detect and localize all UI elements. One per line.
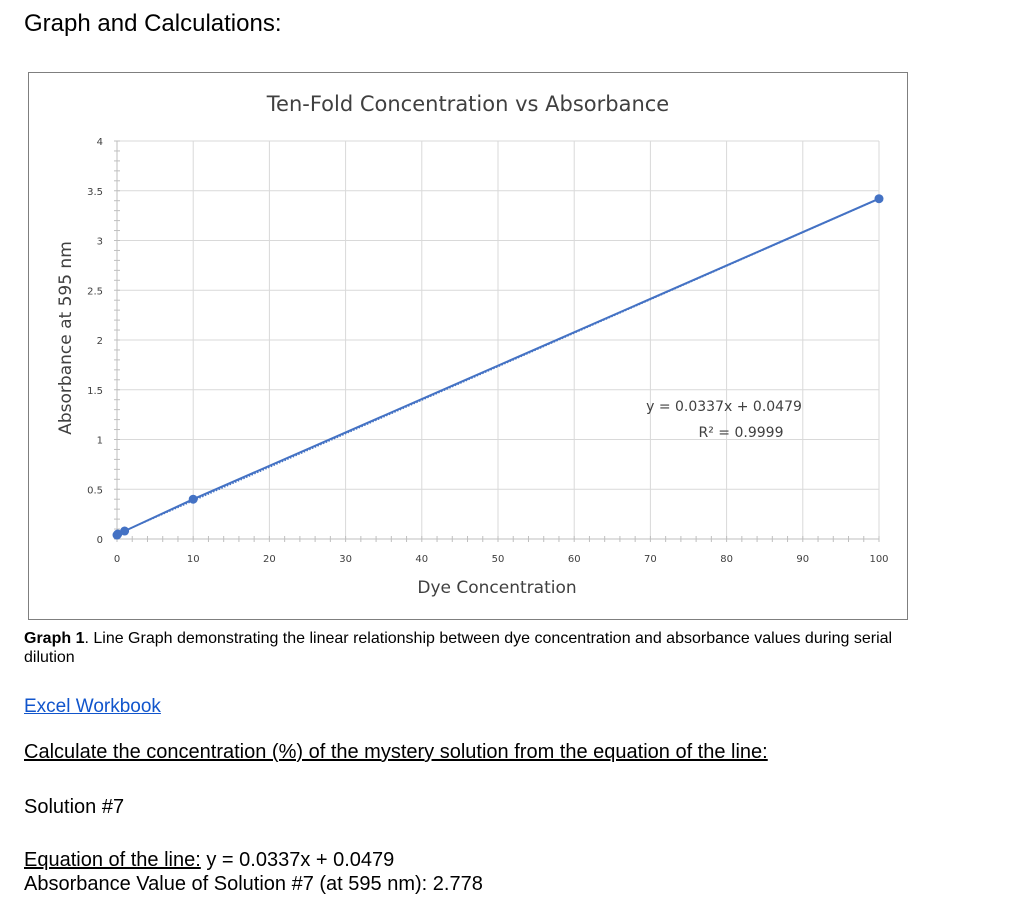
y-tick-label: 3.5 <box>87 187 103 198</box>
absorbance-value: Absorbance Value of Solution #7 (at 595 … <box>24 873 483 895</box>
calculation-question: Calculate the concentration (%) of the m… <box>24 741 768 763</box>
caption-label: Graph 1 <box>24 630 85 647</box>
x-tick-label: 40 <box>415 554 428 565</box>
trendline-equation: y = 0.0337x + 0.0479 <box>646 399 802 415</box>
trendline <box>116 198 880 535</box>
x-tick-label: 30 <box>339 554 352 565</box>
x-tick-label: 50 <box>492 554 505 565</box>
y-tick-label: 1.5 <box>87 386 103 397</box>
chart-title: Ten-Fold Concentration vs Absorbance <box>266 92 669 116</box>
equation-label: Equation of the line: <box>24 849 201 871</box>
y-tick-label: 0.5 <box>87 485 103 496</box>
y-tick-label: 1 <box>97 436 103 447</box>
data-point <box>188 494 198 504</box>
x-axis-title: Dye Concentration <box>417 578 576 598</box>
x-tick-label: 60 <box>568 554 581 565</box>
x-tick-label: 90 <box>796 554 809 565</box>
chart-container: 0 10 20 30 40 50 60 70 80 90 100 0 0.5 1 1.5 2 2.5 3 3.5 4 … <box>28 72 908 620</box>
x-tick-label: 80 <box>720 554 733 565</box>
graph-caption: Graph 1. Line Graph demonstrating the li… <box>24 629 924 667</box>
y-tick-label: 2.5 <box>87 286 103 297</box>
data-point <box>874 194 884 204</box>
section-heading: Graph and Calculations: <box>24 10 282 37</box>
y-tick-label: 0 <box>97 535 103 546</box>
x-tick-label: 0 <box>114 554 120 565</box>
caption-text: . Line Graph demonstrating the linear re… <box>24 630 893 666</box>
y-tick-label: 4 <box>97 137 103 148</box>
x-tick-label: 20 <box>263 554 276 565</box>
y-tick-label: 2 <box>97 336 103 347</box>
equation-value: y = 0.0337x + 0.0479 <box>200 849 395 871</box>
line-chart: 0 10 20 30 40 50 60 70 80 90 10000.511.522.533.54 … <box>56 92 889 598</box>
x-tick-label: 70 <box>644 554 657 565</box>
y-tick-label: 3 <box>97 237 103 248</box>
data-point <box>120 526 130 536</box>
equation-block: Equation of the line: y = 0.0337x + 0.04… <box>24 848 483 896</box>
y-axis-title: Absorbance at 595 nm <box>56 241 76 435</box>
x-tick-label: 100 <box>869 554 888 565</box>
excel-workbook-link[interactable]: Excel Workbook <box>24 696 161 717</box>
trendline-r-squared: R² = 0.9999 <box>699 425 784 441</box>
x-tick-label: 10 <box>187 554 200 565</box>
solution-label: Solution #7 <box>24 796 125 818</box>
